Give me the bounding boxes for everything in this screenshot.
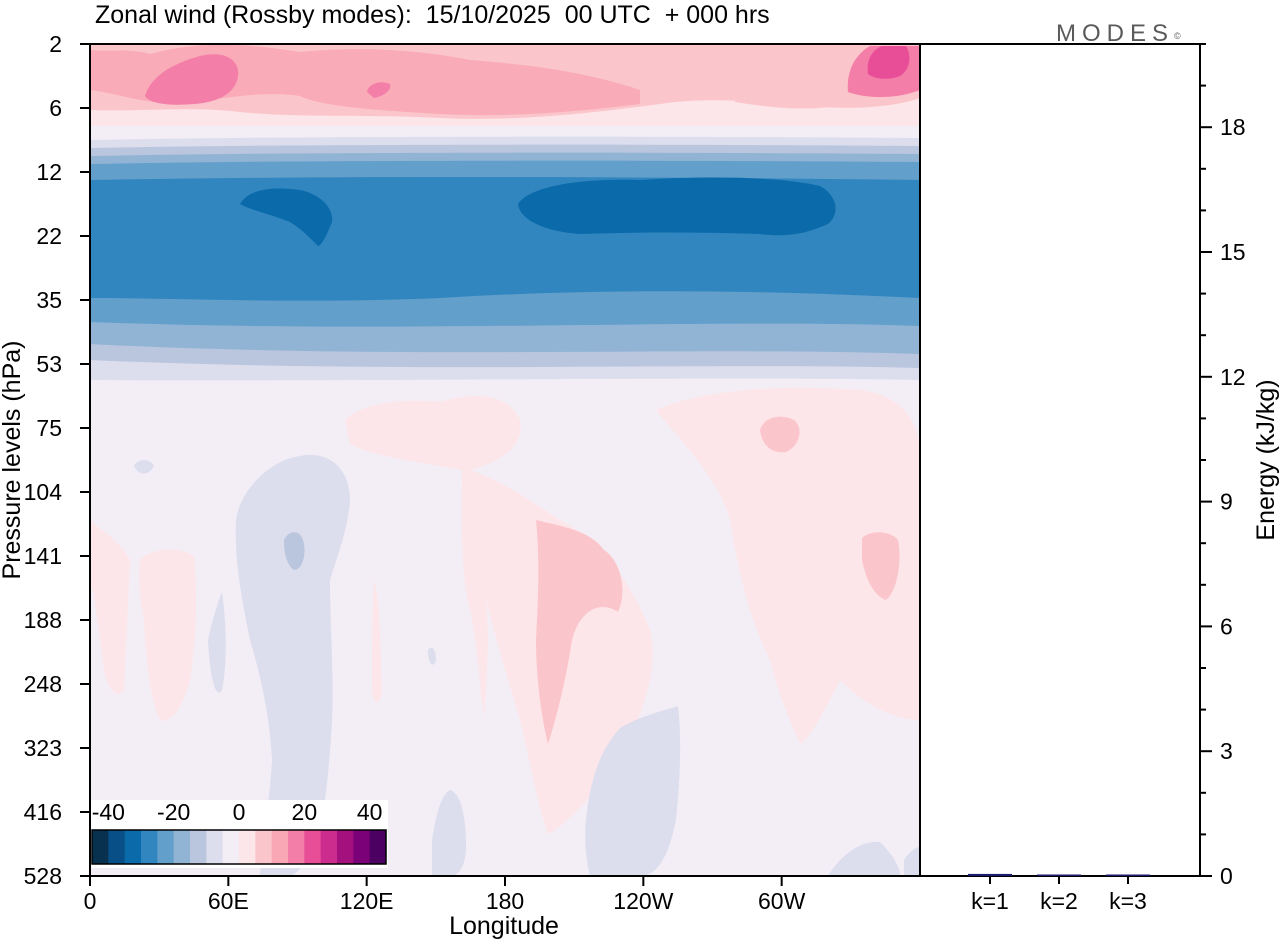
- contour-upper-magenta-4: [367, 82, 391, 98]
- colorbar-swatch: [173, 830, 191, 864]
- x-axis-label: Longitude: [449, 912, 559, 940]
- colorbar-swatch: [239, 830, 256, 864]
- energy-bar: [968, 873, 1012, 876]
- contour-neg-core-1: [240, 188, 333, 246]
- y-tick-label: 416: [24, 799, 62, 825]
- colorbar-swatch: [271, 830, 289, 864]
- x-axis-ticks: 0 60E 120E 180 120W 60W: [84, 876, 806, 914]
- colorbar: -40 -20 0 20 40: [90, 799, 388, 868]
- y-tick-label: 323: [24, 735, 62, 761]
- energy-category-label: k=1: [971, 888, 1009, 914]
- y-tick-label: 35: [36, 287, 62, 313]
- contour-trop-neg-9: [904, 846, 920, 876]
- energy-tick-label: 0: [1220, 863, 1233, 889]
- y-tick-label: 141: [24, 543, 62, 569]
- colorbar-swatch: [141, 830, 158, 864]
- colorbar-swatch: [108, 830, 126, 864]
- contour-trop-neg-5: [428, 647, 436, 665]
- zonal-wind-heatmap: -40 -20 0 20 40: [90, 44, 920, 876]
- y-tick-label: 248: [24, 671, 62, 697]
- y-tick-label: 75: [36, 415, 62, 441]
- colorbar-swatch: [92, 830, 109, 864]
- energy-tick-label: 12: [1220, 364, 1246, 390]
- y-tick-label: 53: [36, 351, 62, 377]
- contour-trop-neg-1: [235, 454, 350, 876]
- energy-tick-label: 9: [1220, 489, 1233, 515]
- colorbar-swatch: [124, 830, 142, 864]
- contour-transition-light: [90, 126, 920, 140]
- energy-category-label: k=2: [1040, 888, 1078, 914]
- x-tick-label: 60E: [208, 888, 249, 914]
- contour-trop-pos-4: [536, 520, 623, 744]
- y-tick-label: 528: [24, 863, 62, 889]
- energy-axis-label: Energy (kJ/kg): [1252, 379, 1280, 540]
- colorbar-swatch: [157, 830, 175, 864]
- energy-tick-label: 6: [1220, 613, 1233, 639]
- contour-trop-pos-8: [90, 520, 130, 694]
- x-tick-label: 60W: [758, 888, 806, 914]
- y-tick-label: 22: [36, 223, 62, 249]
- contour-trop-neg-7: [432, 790, 466, 876]
- colorbar-swatch: [288, 830, 305, 864]
- contour-trop-pos-5: [760, 416, 800, 453]
- energy-tick-label: 3: [1220, 738, 1233, 764]
- colorbar-swatch: [206, 830, 224, 864]
- energy-tick-label: 18: [1220, 114, 1246, 140]
- y-tick-label: 6: [49, 95, 62, 121]
- colorbar-swatch: [190, 830, 207, 864]
- contour-trop-pos-1: [345, 396, 521, 718]
- contour-trop-pos-9: [372, 580, 382, 703]
- contour-upper-magenta-3: [867, 46, 910, 79]
- contour-trop-pos-6: [862, 532, 900, 600]
- colorbar-swatch: [337, 830, 354, 864]
- modes-logo: MODES©: [1056, 20, 1181, 48]
- y-tick-label: 104: [24, 479, 63, 505]
- x-tick-label: 0: [84, 888, 97, 914]
- colorbar-label: -20: [157, 799, 190, 825]
- colorbar-label: -40: [92, 799, 125, 825]
- contour-trop-neg-3: [208, 592, 226, 693]
- y-tick-label: 12: [36, 159, 62, 185]
- energy-axis-ticks: 0 3 6 9 12 15 18: [1200, 43, 1246, 889]
- x-tick-label: 180: [486, 888, 524, 914]
- contour-trop-neg-4: [134, 460, 154, 474]
- colorbar-swatch: [369, 830, 387, 864]
- x-tick-label: 120W: [613, 888, 673, 914]
- energy-bars: k=1 k=2 k=3: [968, 873, 1150, 914]
- page-title: Zonal wind (Rossby modes): 15/10/2025 00…: [95, 1, 770, 29]
- colorbar-frame: [91, 829, 387, 865]
- y-tick-label: 188: [24, 607, 62, 633]
- y-tick-label: 2: [49, 31, 62, 57]
- contour-neg-core-2: [518, 177, 836, 236]
- x-tick-label: 120E: [340, 888, 394, 914]
- energy-category-label: k=3: [1109, 888, 1147, 914]
- logo-mark: ©: [1174, 31, 1181, 41]
- contour-trop-pos-3: [656, 387, 920, 744]
- energy-tick-label: 15: [1220, 239, 1246, 265]
- logo-text: MODES: [1056, 20, 1175, 47]
- contour-upper-magenta-1: [145, 54, 239, 105]
- colorbar-swatch: [222, 830, 240, 864]
- energy-bar: [1106, 874, 1150, 876]
- y-axis-ticks: 2 6 12 22 35 53 75 104 141 188 248 323 416 528: [24, 31, 90, 889]
- contour-trop-pos-7: [139, 549, 197, 721]
- colorbar-swatch: [304, 830, 322, 864]
- contour-trop-neg-2: [284, 532, 305, 570]
- colorbar-swatch: [320, 830, 338, 864]
- colorbar-swatch: [255, 830, 273, 864]
- y-axis-label: Pressure levels (hPa): [0, 341, 26, 580]
- colorbar-label: 0: [233, 799, 246, 825]
- colorbar-label: 20: [292, 799, 318, 825]
- contour-trop-neg-6: [585, 706, 681, 876]
- contour-trop-neg-8: [828, 841, 900, 876]
- colorbar-swatch: [353, 830, 371, 864]
- energy-bar: [1037, 874, 1081, 876]
- colorbar-label: 40: [357, 799, 383, 825]
